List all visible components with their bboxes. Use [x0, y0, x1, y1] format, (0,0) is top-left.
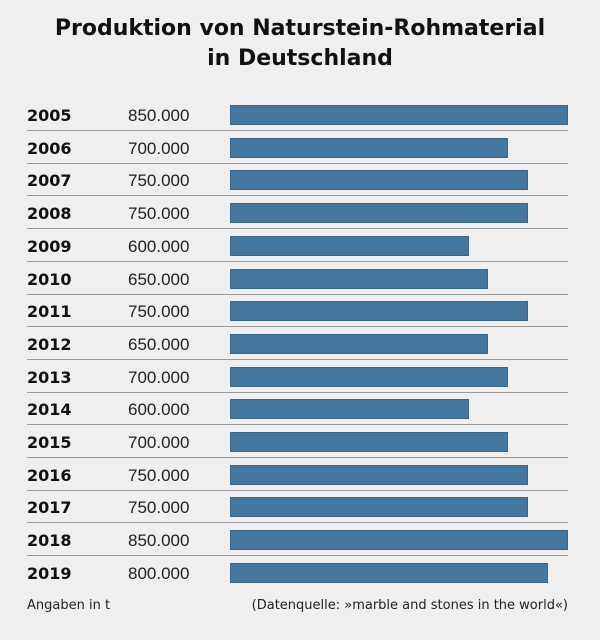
category-label: 2009 [27, 236, 72, 256]
category-label: 2007 [27, 171, 72, 191]
category-label: 2010 [27, 269, 72, 289]
bar [230, 464, 529, 485]
bar-row-2019: 2019 800.000 [27, 557, 568, 589]
value-label: 800.000 [128, 563, 190, 583]
value-label: 700.000 [128, 367, 190, 387]
bar [230, 530, 568, 551]
category-label: 2011 [27, 302, 72, 322]
bar-row-2007: 2007 750.000 [27, 164, 568, 197]
value-label: 700.000 [128, 433, 190, 452]
value-label: 850.000 [128, 106, 190, 125]
value-label: 750.000 [128, 302, 190, 322]
source-note: (Datenquelle: »marble and stones in the … [251, 598, 568, 613]
category-label: 2013 [27, 367, 72, 387]
value-label: 750.000 [128, 204, 190, 224]
category-label: 2019 [27, 563, 72, 583]
row-divider [27, 326, 568, 328]
row-divider [27, 358, 568, 360]
bar-row-2006: 2006 700.000 [27, 132, 568, 164]
bar [230, 235, 469, 256]
row-divider [27, 555, 568, 557]
category-label: 2005 [27, 106, 72, 125]
chart-title-line-1: Produktion von Naturstein-Rohmaterial [54, 16, 546, 41]
row-divider [27, 260, 568, 262]
bar-row-2008: 2008 750.000 [27, 197, 568, 230]
value-label: 600.000 [128, 400, 190, 420]
chart-title: Produktion von Naturstein-Rohmaterial in… [0, 14, 600, 74]
bar-row-2010: 2010 650.000 [27, 263, 568, 295]
category-label: 2015 [27, 433, 72, 452]
bar [230, 301, 529, 322]
category-label: 2016 [27, 465, 72, 485]
bar-row-2005: 2005 850.000 [27, 99, 568, 131]
row-divider [27, 228, 568, 230]
chart-title-line-2: in Deutschland [207, 46, 393, 71]
value-label: 650.000 [128, 269, 190, 289]
value-label: 600.000 [128, 236, 190, 256]
bar [230, 432, 509, 452]
category-label: 2012 [27, 334, 72, 354]
category-label: 2006 [27, 138, 72, 158]
bar [230, 399, 469, 420]
bar-row-2016: 2016 750.000 [27, 459, 568, 491]
value-label: 700.000 [128, 138, 190, 158]
category-label: 2017 [27, 498, 72, 518]
unit-note: Angaben in t [27, 598, 111, 613]
bar-row-2012: 2012 650.000 [27, 328, 568, 360]
value-label: 750.000 [128, 465, 190, 485]
value-label: 750.000 [128, 498, 190, 518]
bar [230, 268, 489, 289]
bar [230, 333, 489, 354]
bar [230, 497, 529, 518]
value-label: 750.000 [128, 171, 190, 191]
row-divider [27, 195, 568, 197]
row-divider [27, 457, 568, 458]
row-divider [27, 293, 568, 295]
row-divider [27, 391, 568, 393]
bar-row-2014: 2014 600.000 [27, 393, 568, 426]
value-label: 850.000 [128, 531, 190, 551]
bar-row-2011: 2011 750.000 [27, 295, 568, 328]
bar-row-2015: 2015 700.000 [27, 426, 568, 458]
row-divider [27, 489, 568, 491]
category-label: 2018 [27, 531, 72, 551]
bar-row-2009: 2009 600.000 [27, 230, 568, 262]
bar [230, 137, 509, 158]
bar-row-2017: 2017 750.000 [27, 491, 568, 524]
bar [230, 562, 549, 583]
category-label: 2008 [27, 204, 72, 224]
value-label: 650.000 [128, 334, 190, 354]
bar [230, 366, 509, 387]
category-label: 2014 [27, 400, 72, 420]
row-divider [27, 130, 568, 131]
row-divider [27, 162, 568, 164]
bar [230, 203, 529, 224]
row-divider [27, 424, 568, 426]
bar-row-2013: 2013 700.000 [27, 361, 568, 393]
bar-row-2018: 2018 850.000 [27, 524, 568, 557]
row-divider [27, 522, 568, 524]
bar [230, 105, 568, 125]
bar [230, 170, 529, 191]
